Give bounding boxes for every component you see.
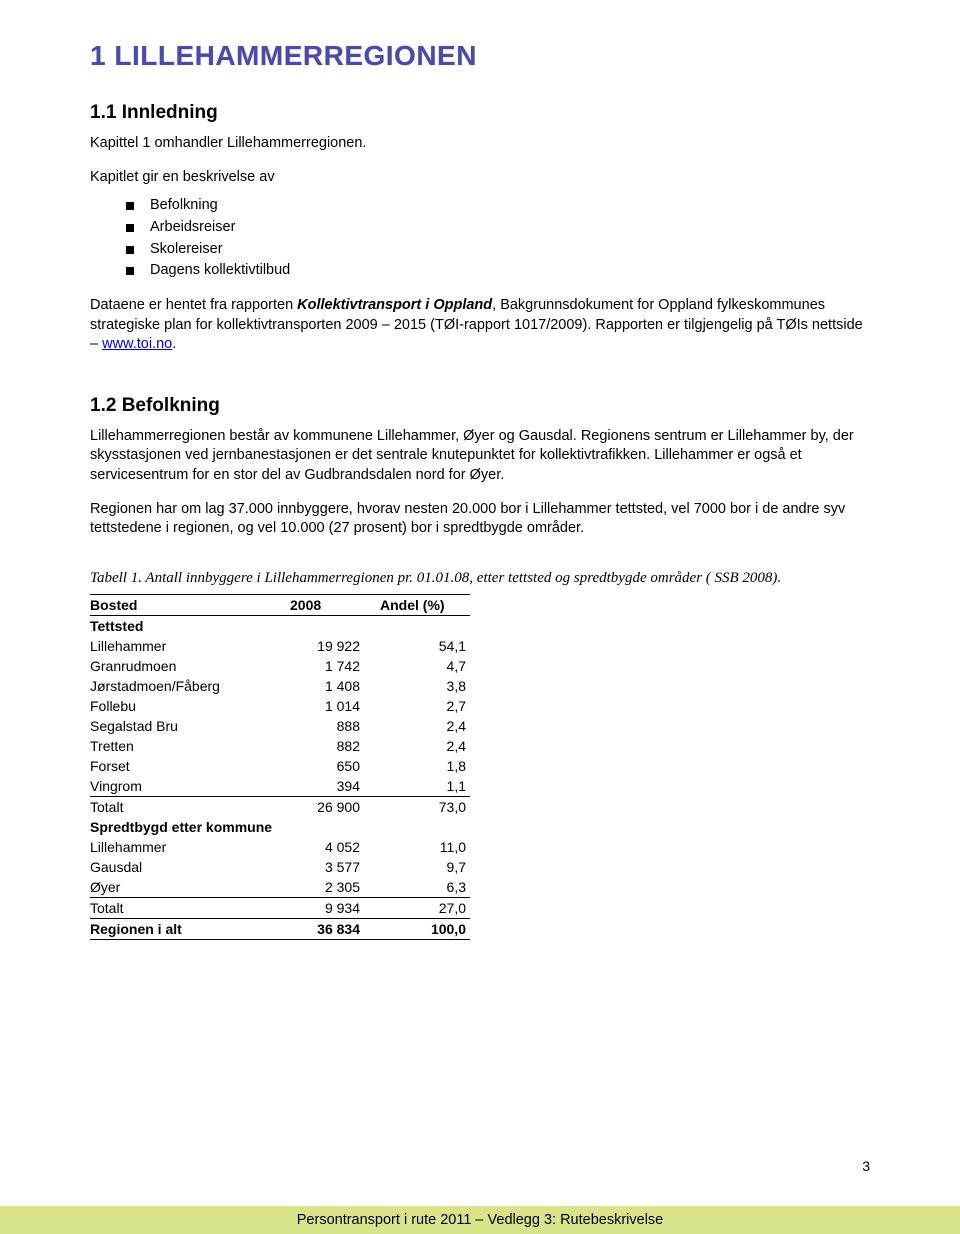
cell: 3 577: [290, 857, 380, 877]
table-caption: Tabell 1. Antall innbyggere i Lillehamme…: [90, 569, 870, 589]
footer-bar: Persontransport i rute 2011 – Vedlegg 3:…: [0, 1206, 960, 1234]
cell: 4 052: [290, 837, 380, 857]
cell: Lillehammer: [90, 837, 290, 857]
cell: Totalt: [90, 898, 290, 919]
cell: Tretten: [90, 736, 290, 756]
cell: 1,1: [380, 776, 470, 797]
table-section-row: Tettsted: [90, 616, 470, 637]
table-row: Jørstadmoen/Fåberg1 4083,8: [90, 676, 470, 696]
cell: 394: [290, 776, 380, 797]
cell: 19 922: [290, 636, 380, 656]
section-heading: 1.1 Innledning: [90, 102, 870, 124]
cell: 54,1: [380, 636, 470, 656]
list-item-label: Dagens kollektivtilbud: [150, 260, 290, 282]
square-bullet-icon: [126, 267, 134, 275]
cell: 1 408: [290, 676, 380, 696]
cell: Forset: [90, 756, 290, 776]
table-row: Øyer2 3056,3: [90, 877, 470, 898]
cell: 650: [290, 756, 380, 776]
cell: Lillehammer: [90, 636, 290, 656]
cell: 4,7: [380, 656, 470, 676]
cell: 2,4: [380, 716, 470, 736]
cell: 888: [290, 716, 380, 736]
cell: 2 305: [290, 877, 380, 898]
cell: 36 834: [290, 919, 380, 940]
table-subtotal-row: Totalt9 93427,0: [90, 898, 470, 919]
cell: Jørstadmoen/Fåberg: [90, 676, 290, 696]
cell: 9,7: [380, 857, 470, 877]
paragraph: Kapitlet gir en beskrivelse av: [90, 168, 870, 188]
document-page: 1 LILLEHAMMERREGIONEN 1.1 Innledning Kap…: [0, 0, 960, 1234]
table-subtotal-row: Totalt26 90073,0: [90, 797, 470, 818]
cell: 27,0: [380, 898, 470, 919]
table-row: Gausdal3 5779,7: [90, 857, 470, 877]
square-bullet-icon: [126, 246, 134, 254]
list-item: Dagens kollektivtilbud: [126, 260, 870, 282]
cell: 882: [290, 736, 380, 756]
page-title: 1 LILLEHAMMERREGIONEN: [90, 40, 870, 72]
table-row: Granrudmoen1 7424,7: [90, 656, 470, 676]
cell: 9 934: [290, 898, 380, 919]
square-bullet-icon: [126, 224, 134, 232]
cell: 1,8: [380, 756, 470, 776]
paragraph: Kapittel 1 omhandler Lillehammerregionen…: [90, 134, 870, 154]
cell: Follebu: [90, 696, 290, 716]
page-number: 3: [862, 1158, 870, 1174]
text-run: Dataene er hentet fra rapporten: [90, 297, 297, 313]
paragraph: Lillehammerregionen består av kommunene …: [90, 427, 870, 486]
table-row: Follebu1 0142,7: [90, 696, 470, 716]
external-link[interactable]: www.toi.no: [102, 336, 172, 352]
cell: 2,7: [380, 696, 470, 716]
bullet-list: Befolkning Arbeidsreiser Skolereiser Dag…: [90, 195, 870, 282]
list-item-label: Befolkning: [150, 195, 218, 217]
cell: 1 014: [290, 696, 380, 716]
table-row: Vingrom3941,1: [90, 776, 470, 797]
list-item-label: Arbeidsreiser: [150, 217, 235, 239]
cell: Vingrom: [90, 776, 290, 797]
text-run-emphasis: Kollektivtransport i Oppland: [297, 297, 492, 313]
list-item: Befolkning: [126, 195, 870, 217]
table-row: Tretten8822,4: [90, 736, 470, 756]
table-grand-total-row: Regionen i alt36 834100,0: [90, 919, 470, 940]
cell: Granrudmoen: [90, 656, 290, 676]
section-label: Spredtbygd etter kommune: [90, 817, 470, 837]
column-header: 2008: [290, 595, 380, 616]
section-label: Tettsted: [90, 616, 470, 637]
cell: Gausdal: [90, 857, 290, 877]
table-row: Lillehammer19 92254,1: [90, 636, 470, 656]
cell: 6,3: [380, 877, 470, 898]
population-table: Bosted 2008 Andel (%) Tettsted Lillehamm…: [90, 594, 470, 940]
table-row: Segalstad Bru8882,4: [90, 716, 470, 736]
table-row: Forset6501,8: [90, 756, 470, 776]
cell: Totalt: [90, 797, 290, 818]
section-heading: 1.2 Befolkning: [90, 395, 870, 417]
table-row: Lillehammer4 05211,0: [90, 837, 470, 857]
list-item: Arbeidsreiser: [126, 217, 870, 239]
table-header-row: Bosted 2008 Andel (%): [90, 595, 470, 616]
list-item-label: Skolereiser: [150, 239, 223, 261]
cell: 100,0: [380, 919, 470, 940]
cell: 3,8: [380, 676, 470, 696]
column-header: Bosted: [90, 595, 290, 616]
square-bullet-icon: [126, 202, 134, 210]
column-header: Andel (%): [380, 595, 470, 616]
paragraph: Regionen har om lag 37.000 innbyggere, h…: [90, 500, 870, 539]
cell: 2,4: [380, 736, 470, 756]
cell: Øyer: [90, 877, 290, 898]
cell: Segalstad Bru: [90, 716, 290, 736]
cell: Regionen i alt: [90, 919, 290, 940]
text-run: .: [172, 336, 176, 352]
cell: 11,0: [380, 837, 470, 857]
paragraph: Dataene er hentet fra rapporten Kollekti…: [90, 296, 870, 355]
list-item: Skolereiser: [126, 239, 870, 261]
cell: 1 742: [290, 656, 380, 676]
cell: 26 900: [290, 797, 380, 818]
cell: 73,0: [380, 797, 470, 818]
table-section-row: Spredtbygd etter kommune: [90, 817, 470, 837]
